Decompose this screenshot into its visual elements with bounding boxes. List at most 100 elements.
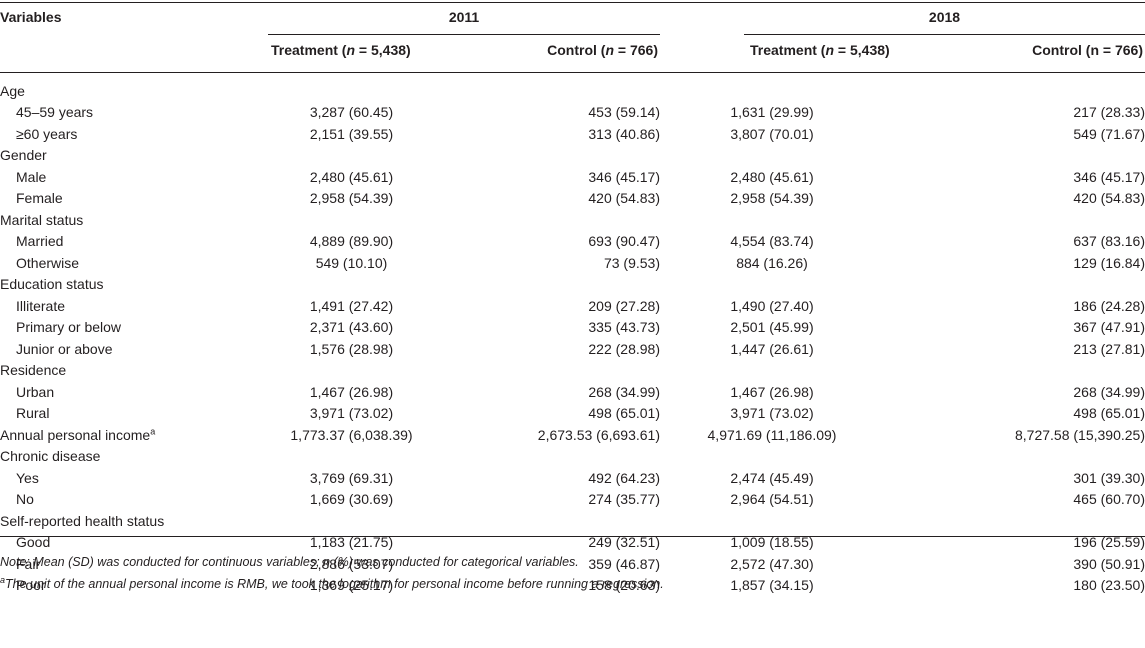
control-2018-cell: 367 (47.91) [1073, 319, 1145, 336]
table-top-rule [0, 2, 1145, 3]
control-2018-cell: 465 (60.70) [1073, 491, 1145, 508]
label-text: ≥60 years [16, 125, 78, 142]
label-text: Chronic disease [0, 448, 101, 465]
table-row: 45–59 years 3,287 (60.45) 453 (59.14) 1,631… [0, 102, 1145, 124]
control-2011-cell [435, 360, 660, 382]
treatment-2011-cell [268, 80, 435, 102]
control-2011-cell: 346 (45.17) [588, 168, 660, 185]
control-2018-cell [884, 510, 1145, 532]
label-text: Female [16, 190, 63, 207]
table-bottom-rule [0, 536, 1145, 537]
table-row: Fair 2,886 (53.07) 359 (46.87) 2,572 (47.30… [0, 553, 1145, 575]
treatment-2011-cell: 2,480 (45.61) [309, 168, 394, 185]
treatment-2018-cell [660, 80, 884, 102]
label-text: Marital status [0, 211, 84, 228]
table-row: Urban 1,467 (26.98) 268 (34.99) 1,467 (26.9… [0, 381, 1145, 403]
control-2018-cell: 549 (71.67) [1073, 125, 1145, 142]
category-label: Chronic disease [0, 446, 268, 468]
treatment-2011-cell: 1,369 (25.17) [309, 577, 394, 594]
label-text: Annual personal income [0, 426, 151, 443]
table-row: Primary or below 2,371 (43.60) 335 (43.73)… [0, 317, 1145, 339]
table-row: Poor 1,369 (25.17) 158 (20.63) 1,857 (34.15… [0, 575, 1145, 597]
label-text: Education status [0, 276, 104, 293]
treatment-2018-cell: 4,554 (83.74) [730, 233, 814, 250]
category-label: Self-reported health status [0, 510, 268, 532]
control-2011-cell [435, 145, 660, 167]
label-text: Male [16, 168, 47, 185]
label-text: Illiterate [16, 297, 66, 314]
treatment-2018-cell: 1,009 (18.55) [730, 534, 814, 551]
row-label: Yes [0, 467, 268, 489]
control-2018-cell: 637 (83.16) [1073, 233, 1145, 250]
footnote-text: The unit of the annual personal income i… [5, 577, 664, 591]
treatment-2018-cell: 1,447 (26.61) [730, 340, 814, 357]
treatment-2018-cell: 2,572 (47.30) [730, 555, 814, 572]
label-text: Good [16, 534, 51, 551]
variables-header: Variables [0, 9, 62, 25]
control-2011-cell: 2,673.53 (6,693.61) [537, 426, 660, 443]
treatment-2011-cell: 3,769 (69.31) [309, 469, 394, 486]
treatment-2011-cell: 1,669 (30.69) [309, 491, 394, 508]
category-row: Chronic disease [0, 446, 1145, 468]
control-2011-cell: 359 (46.87) [588, 555, 660, 572]
row-label: Otherwise [0, 252, 268, 274]
label-text: Urban [16, 383, 55, 400]
treatment-2011-cell [268, 145, 435, 167]
table-row: Otherwise 549 (10.10) 73 (9.53) 884 (16.26)… [0, 252, 1145, 274]
row-label: No [0, 489, 268, 511]
category-label: Residence [0, 360, 268, 382]
table-note: Note: Mean (SD) was conducted for contin… [0, 555, 579, 569]
label-text: Otherwise [16, 254, 80, 271]
control-2011-cell: 268 (34.99) [588, 383, 660, 400]
label-text: Residence [0, 362, 67, 379]
row-label: Male [0, 166, 268, 188]
treatment-2018-cell: 4,971.69 (11,186.09) [707, 426, 837, 443]
treatment-2018-cell: 2,501 (45.99) [730, 319, 814, 336]
treatment-2011-cell: 1,467 (26.98) [309, 383, 394, 400]
treatment-2018-cell [660, 360, 884, 382]
control-2018-cell: 8,727.58 (15,390.25) [1015, 426, 1145, 443]
table-footnote-a: aThe unit of the annual personal income … [0, 574, 664, 591]
header-bottom-rule [0, 72, 1145, 73]
table-row: Male 2,480 (45.61) 346 (45.17) 2,480 (45.61… [0, 166, 1145, 188]
control-2011-cell: 693 (90.47) [588, 233, 660, 250]
control-2011-cell: 498 (65.01) [588, 405, 660, 422]
row-label: Rural [0, 403, 268, 425]
footnote-marker: a [0, 574, 6, 585]
control-2018-cell: 390 (50.91) [1073, 555, 1145, 572]
control-2011-cell [435, 274, 660, 296]
control-2011-cell: 335 (43.73) [588, 319, 660, 336]
treatment-2011-cell: 1,576 (28.98) [309, 340, 394, 357]
label-text: Fair [16, 555, 41, 572]
control-2018-cell: 213 (27.81) [1073, 340, 1145, 357]
row-label: ≥60 years [0, 123, 268, 145]
control-2018-cell: 346 (45.17) [1073, 168, 1145, 185]
row-label: Urban [0, 381, 268, 403]
control-2011-cell: 222 (28.98) [588, 340, 660, 357]
treatment-2011-cell: 1,491 (27.42) [309, 297, 394, 314]
label-text: Yes [16, 469, 39, 486]
treatment-2011-cell [268, 360, 435, 382]
year-2011-header: 2011 [448, 9, 480, 25]
row-label: Female [0, 188, 268, 210]
table-body: Age 45–59 years 3,287 (60.45) 453 (59.14) 1,… [0, 80, 1145, 596]
control-2018-cell: 129 (16.84) [1073, 254, 1145, 271]
category-row: Self-reported health status [0, 510, 1145, 532]
category-label: Annual personal incomea [0, 424, 268, 446]
row-label: Illiterate [0, 295, 268, 317]
control-2011-cell [435, 510, 660, 532]
control-2011-cell: 209 (27.28) [588, 297, 660, 314]
control-2011-cell [435, 209, 660, 231]
treatment-2011-cell: 3,287 (60.45) [309, 104, 394, 121]
control-2011-cell [435, 446, 660, 468]
treatment-2011-cell: 549 (10.10) [315, 254, 388, 271]
table-row: Junior or above 1,576 (28.98) 222 (28.98) 1… [0, 338, 1145, 360]
treatment-2018-cell: 1,857 (34.15) [730, 577, 814, 594]
treatment-2018-cell [660, 274, 884, 296]
treatment-2011-cell: 2,886 (53.07) [309, 555, 394, 572]
category-row: Annual personal incomea 1,773.37 (6,038.3… [0, 424, 1145, 446]
control-2011-cell: 453 (59.14) [588, 104, 660, 121]
row-label: Married [0, 231, 268, 253]
label-text: Self-reported health status [0, 512, 165, 529]
